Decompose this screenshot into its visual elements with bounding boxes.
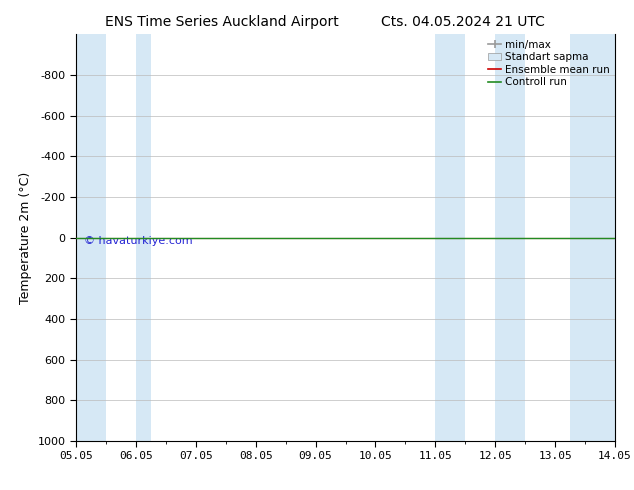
- Bar: [76, 34, 106, 441]
- Bar: [436, 34, 465, 441]
- Legend: min/max, Standart sapma, Ensemble mean run, Controll run: min/max, Standart sapma, Ensemble mean r…: [486, 37, 612, 89]
- Bar: [570, 34, 615, 441]
- Y-axis label: Temperature 2m (°C): Temperature 2m (°C): [19, 172, 32, 304]
- Bar: [495, 34, 525, 441]
- Text: © havaturkiye.com: © havaturkiye.com: [84, 236, 193, 245]
- Text: Cts. 04.05.2024 21 UTC: Cts. 04.05.2024 21 UTC: [381, 15, 545, 29]
- Text: ENS Time Series Auckland Airport: ENS Time Series Auckland Airport: [105, 15, 339, 29]
- Bar: [136, 34, 151, 441]
